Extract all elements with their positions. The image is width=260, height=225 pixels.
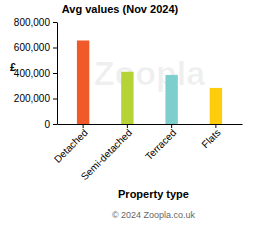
x-tick-mark [83, 124, 84, 128]
x-tick-label: Semi-detached [79, 127, 134, 182]
footer: © 2024 Zoopla.co.uk [112, 210, 196, 220]
y-tick: 0 [44, 119, 57, 130]
x-axis-line [58, 124, 243, 125]
chart: Zoopla 0 200,000 400,000 600,000 800,000 Detac… [0, 0, 260, 225]
x-tick-label: Flats [200, 127, 223, 150]
y-tick-mark [53, 124, 57, 125]
y-tick: 800,000 [14, 17, 57, 28]
title: Avg values (Nov 2024) [62, 3, 179, 15]
y-tick-mark [53, 73, 57, 74]
y-tick-label: 400,000 [14, 68, 51, 79]
x-tick: Semi-detached [79, 124, 134, 182]
x-axis-title: Property type [118, 188, 189, 200]
x-tick-mark [171, 124, 172, 128]
bar [210, 88, 222, 124]
y-tick-mark [53, 99, 57, 100]
bar [77, 40, 89, 124]
bar [165, 75, 177, 124]
bars [77, 40, 222, 124]
x-tick: Detached [52, 124, 90, 165]
x-axis: DetachedSemi-detached Terraced Flats [52, 124, 243, 182]
x-tick: Terraced [143, 124, 178, 162]
y-tick-label: 600,000 [14, 42, 51, 53]
y-axis-title: £ [10, 61, 16, 73]
y-tick-label: 0 [44, 119, 50, 130]
x-tick-mark [127, 124, 128, 128]
watermark: Zoopla [94, 54, 207, 92]
y-tick-label: 800,000 [14, 17, 51, 28]
x-tick-label: Detached [52, 127, 90, 165]
y-tick-label: 200,000 [14, 93, 51, 104]
y-axis: 0 200,000 400,000 600,000 800,000 [14, 17, 58, 130]
y-tick: 200,000 [14, 93, 57, 104]
y-tick: 600,000 [14, 42, 57, 53]
bar [121, 72, 133, 124]
x-tick: Flats [200, 124, 223, 150]
y-axis-line [57, 23, 58, 125]
y-tick: 400,000 [14, 68, 57, 79]
y-tick-mark [53, 48, 57, 49]
y-tick-mark [53, 22, 57, 23]
x-tick-label: Terraced [143, 127, 178, 162]
x-tick-mark [215, 124, 216, 128]
